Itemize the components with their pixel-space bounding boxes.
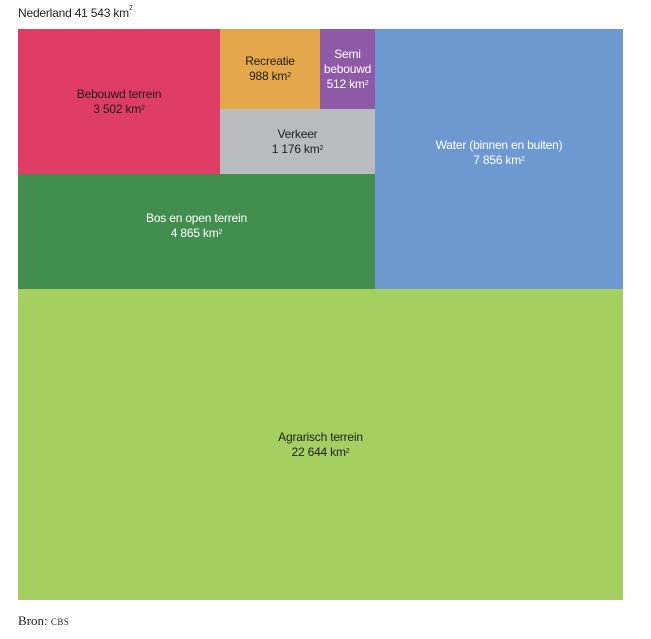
tile-value-text: 1 176 km [271,141,320,156]
source-name: cbs [50,613,70,628]
tile-agrarisch-terrein: Agrarisch terrein 22 644 km2 [18,289,623,600]
tile-value-text: 22 644 km [291,444,346,459]
tile-value: 3 502 km2 [93,101,145,117]
source-note: Bron: cbs [18,613,69,629]
tile-value: 988 km2 [249,69,291,84]
tile-value-text: 988 km [249,69,288,83]
tile-label: Bos en open terrein [146,210,247,225]
tile-value-sup: 2 [141,104,145,112]
tile-label: Bebouwd terrein [76,86,162,101]
tile-verkeer: Verkeer 1 176 km2 [220,109,375,174]
tile-value-text: 4 865 km [170,225,219,240]
tile-value: 512 km2 [327,77,369,92]
tile-value-sup: 2 [345,447,350,455]
tile-value-sup: 2 [521,156,525,163]
tile-bebouwd-terrein: Bebouwd terrein 3 502 km2 [18,29,220,174]
source-prefix: Bron: [18,613,48,628]
tile-label: Verkeer [277,126,318,141]
tile-value: 4 865 km2 [170,225,223,241]
tile-value-text: 3 502 km [93,101,142,116]
tile-label: Water (binnen en buiten) [435,138,563,152]
chart-title-sup: 2 [128,5,133,12]
tile-value-sup: 2 [218,228,223,236]
chart-title: Nederland 41 543 km2 [18,5,133,20]
tile-recreatie: Recreatie 988 km2 [220,29,320,109]
tile-label: bebouwd [323,61,372,76]
tile-value: 22 644 km2 [292,445,350,460]
tile-label: Agrarisch terrein [278,429,363,444]
tile-value-text: 512 km [326,76,365,91]
chart-title-text: Nederland 41 543 km [18,6,129,20]
tile-value-sup: 2 [319,144,324,152]
tile-value-sup: 2 [364,79,369,87]
tile-value: 7 856 km2 [473,153,525,168]
tile-semi-bebouwd: Semi bebouwd 512 km2 [320,29,375,109]
tile-label: Recreatie [245,54,295,68]
tile-water-binnen-en-buiten: Water (binnen en buiten) 7 856 km2 [375,29,623,289]
tile-bos-en-open-terrein: Bos en open terrein 4 865 km2 [18,174,375,289]
tile-value-text: 7 856 km [473,153,522,167]
tile-label: Semi [334,46,361,61]
tile-value-sup: 2 [287,72,291,79]
treemap: Bebouwd terrein 3 502 km2 Recreatie 988 km2… [18,29,623,600]
tile-value: 1 176 km2 [271,141,324,157]
